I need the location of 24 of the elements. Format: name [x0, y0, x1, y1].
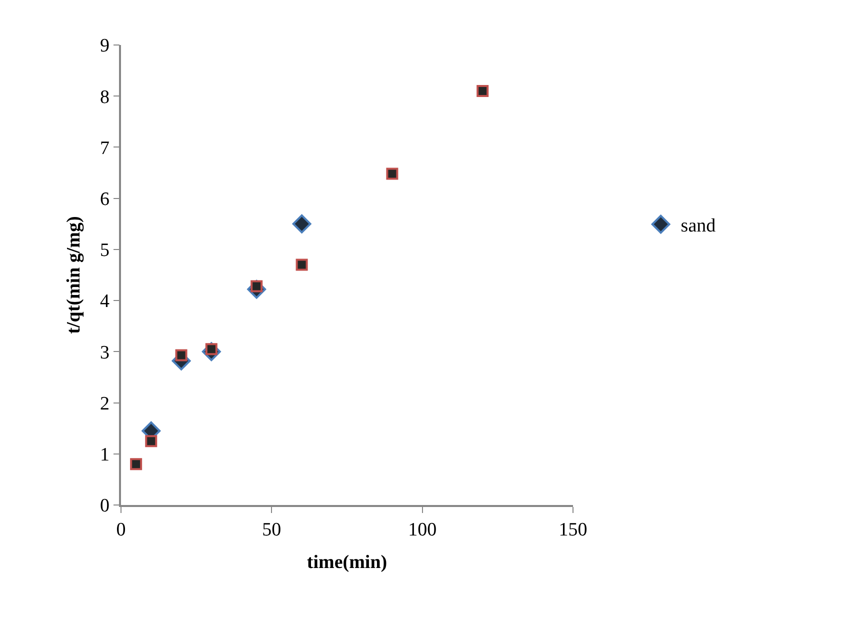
y-tick-label: 2 [100, 393, 110, 414]
y-tick-label: 4 [100, 291, 110, 312]
y-axis-title: t/qt(min g/mg) [63, 216, 84, 334]
y-tick-label: 9 [100, 36, 110, 57]
point [292, 214, 312, 234]
y-tick-label: 8 [100, 86, 110, 108]
point [476, 85, 489, 97]
y-tick-label: 7 [100, 138, 110, 159]
x-axis-title: time(min) [306, 552, 388, 573]
point [386, 168, 398, 180]
y-tick-label: 3 [100, 342, 110, 364]
y-tick-label: 5 [100, 240, 110, 262]
point [175, 349, 188, 362]
x-tick-label: 0 [116, 520, 126, 541]
legend-label: sand [680, 216, 716, 237]
point [296, 258, 308, 271]
x-tick-label: 150 [558, 520, 588, 541]
y-tick-label: 6 [100, 188, 110, 210]
point [145, 435, 158, 448]
x-tick-label: 100 [408, 520, 437, 541]
point [130, 458, 142, 470]
x-tick-label: 50 [262, 520, 282, 541]
y-tick-label: 0 [100, 496, 110, 517]
y-tick-label: 1 [100, 444, 110, 466]
